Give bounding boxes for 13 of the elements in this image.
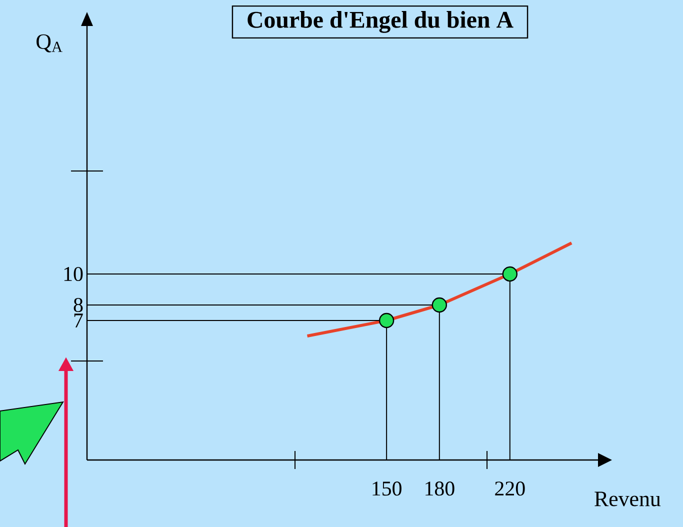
y-axis-title: Q$_{A}$ [36, 34, 62, 52]
point [378, 312, 394, 328]
x-tick-label: 150 [372, 482, 402, 496]
point [432, 297, 448, 313]
x-tick-label: 220 [495, 482, 525, 496]
y-tick-label: 8 [74, 298, 83, 312]
y-tick-label: 10 [64, 266, 83, 282]
chart-title: Courbe d'Engel du bien A [248, 11, 514, 33]
x-tick-label: 180 [426, 482, 454, 496]
y-tick-label: 7 [74, 314, 83, 328]
x-axis-title: Revenu [594, 492, 661, 506]
line-series [306, 241, 574, 338]
point [502, 266, 518, 282]
